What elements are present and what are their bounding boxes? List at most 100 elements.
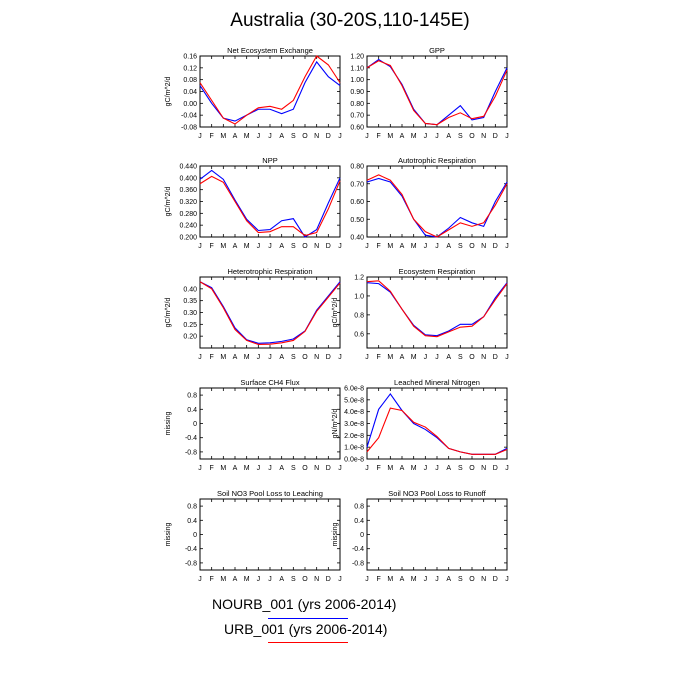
- chart-title: Surface CH4 Flux: [240, 378, 299, 387]
- y-tick-label: 0.4: [187, 407, 197, 414]
- x-tick-label: M: [220, 133, 226, 140]
- x-tick-label: J: [268, 576, 272, 583]
- x-tick-label: O: [302, 243, 308, 250]
- y-tick-label: 0: [193, 532, 197, 539]
- legend-line-urb: [268, 642, 348, 643]
- x-tick-label: J: [424, 576, 428, 583]
- x-tick-label: A: [400, 133, 405, 140]
- series-line-1: [199, 281, 341, 344]
- x-tick-label: F: [210, 243, 214, 250]
- x-tick-label: J: [198, 576, 202, 583]
- x-tick-label: J: [338, 465, 342, 472]
- y-tick-label: 0.80: [350, 101, 364, 108]
- x-tick-label: N: [481, 354, 486, 361]
- y-tick-label: 0.60: [350, 125, 364, 132]
- plot-frame: [199, 498, 341, 571]
- x-tick-label: S: [458, 133, 463, 140]
- chart-title: Leached Mineral Nitrogen: [394, 378, 480, 387]
- series-line-2: [366, 174, 508, 238]
- series-line-1: [199, 169, 341, 238]
- x-tick-label: N: [314, 133, 319, 140]
- x-tick-label: F: [377, 243, 381, 250]
- y-tick-label: 0.6: [354, 331, 364, 338]
- y-tick-label: 0.8: [187, 393, 197, 400]
- y-tick-label: -0.8: [185, 449, 197, 456]
- x-tick-label: J: [365, 576, 369, 583]
- series-line-2: [199, 55, 341, 125]
- chart-title: GPP: [429, 46, 445, 55]
- series-line-1: [366, 282, 508, 337]
- x-tick-label: J: [505, 576, 509, 583]
- x-tick-label: M: [220, 465, 226, 472]
- x-tick-label: J: [424, 354, 428, 361]
- y-tick-label: 0: [193, 421, 197, 428]
- y-tick-label: 0.40: [183, 286, 197, 293]
- x-tick-label: S: [291, 354, 296, 361]
- x-tick-label: J: [505, 243, 509, 250]
- chart-title: NPP: [262, 156, 277, 165]
- y-tick-label: 0.50: [350, 217, 364, 224]
- y-tick-label: 6.0e-8: [344, 386, 364, 393]
- chart-title: Net Ecosystem Exchange: [227, 46, 313, 55]
- x-tick-label: A: [400, 354, 405, 361]
- x-tick-label: J: [365, 133, 369, 140]
- x-tick-label: A: [279, 243, 284, 250]
- x-tick-label: M: [387, 576, 393, 583]
- x-tick-label: A: [233, 133, 238, 140]
- x-tick-label: O: [302, 465, 308, 472]
- y-tick-label: -0.8: [352, 560, 364, 567]
- y-tick-label: 0.90: [350, 89, 364, 96]
- x-tick-label: N: [481, 576, 486, 583]
- y-tick-label: 0.4: [187, 518, 197, 525]
- y-tick-label: -0.8: [185, 560, 197, 567]
- y-tick-label: 0.8: [354, 504, 364, 511]
- plot-frame: [366, 55, 508, 128]
- y-tick-label: 0.00: [183, 101, 197, 108]
- x-tick-label: J: [198, 354, 202, 361]
- y-tick-label: 0.60: [350, 199, 364, 206]
- chart-title: Heterotrophic Respiration: [227, 267, 312, 276]
- y-tick-label: -0.04: [181, 113, 197, 120]
- legend-line-nourb: [268, 618, 348, 619]
- x-tick-label: J: [424, 133, 428, 140]
- y-tick-label: 0.40: [350, 235, 364, 242]
- x-tick-label: D: [493, 465, 498, 472]
- legend-label-nourb: NOURB_001 (yrs 2006-2014): [212, 596, 397, 612]
- x-tick-label: F: [377, 133, 381, 140]
- x-tick-label: A: [446, 133, 451, 140]
- x-tick-label: O: [469, 243, 475, 250]
- x-tick-label: D: [326, 354, 331, 361]
- x-tick-label: J: [257, 133, 261, 140]
- x-tick-label: M: [387, 354, 393, 361]
- y-tick-label: -0.08: [181, 125, 197, 132]
- x-tick-label: N: [314, 576, 319, 583]
- y-axis-label: gC/m^2/d: [165, 77, 172, 107]
- y-tick-label: 0.8: [187, 504, 197, 511]
- x-tick-label: J: [435, 133, 439, 140]
- x-tick-label: N: [314, 354, 319, 361]
- x-tick-label: D: [326, 465, 331, 472]
- x-tick-label: D: [493, 354, 498, 361]
- series-line-2: [199, 281, 341, 346]
- plot-frame: [366, 498, 508, 571]
- plot-frame: [366, 387, 508, 460]
- y-axis-label: gC/m^2/d: [165, 298, 172, 328]
- legend-label-urb: URB_001 (yrs 2006-2014): [224, 621, 388, 637]
- x-tick-label: J: [435, 243, 439, 250]
- x-tick-label: J: [338, 576, 342, 583]
- x-tick-label: J: [365, 243, 369, 250]
- x-tick-label: J: [505, 465, 509, 472]
- x-tick-label: O: [302, 354, 308, 361]
- plot-frame: [199, 55, 341, 128]
- x-tick-label: F: [377, 576, 381, 583]
- x-tick-label: A: [400, 243, 405, 250]
- x-tick-label: J: [268, 465, 272, 472]
- x-tick-label: O: [469, 465, 475, 472]
- y-tick-label: 0.04: [183, 89, 197, 96]
- x-tick-label: F: [377, 465, 381, 472]
